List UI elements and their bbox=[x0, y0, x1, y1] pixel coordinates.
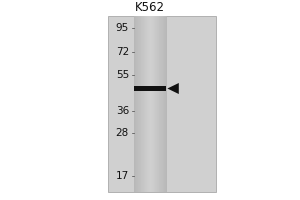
Bar bbox=[151, 16, 152, 192]
Bar bbox=[165, 16, 166, 192]
Bar bbox=[160, 16, 161, 192]
Bar bbox=[137, 16, 138, 192]
Bar bbox=[145, 16, 146, 192]
Bar bbox=[161, 16, 162, 192]
Bar bbox=[143, 16, 144, 192]
Bar bbox=[141, 16, 142, 192]
Text: 36: 36 bbox=[116, 106, 129, 116]
Bar bbox=[144, 16, 145, 192]
Bar bbox=[108, 16, 216, 192]
Bar bbox=[164, 16, 165, 192]
Bar bbox=[134, 86, 166, 91]
Text: 28: 28 bbox=[116, 128, 129, 138]
Bar bbox=[153, 16, 154, 192]
Bar bbox=[134, 16, 166, 192]
Bar bbox=[159, 16, 160, 192]
Text: 72: 72 bbox=[116, 47, 129, 57]
Text: 95: 95 bbox=[116, 23, 129, 33]
Bar bbox=[155, 16, 156, 192]
Bar bbox=[135, 16, 136, 192]
Bar bbox=[166, 16, 167, 192]
Bar bbox=[147, 16, 148, 192]
Bar bbox=[136, 16, 137, 192]
Bar bbox=[157, 16, 158, 192]
Bar bbox=[134, 16, 135, 192]
Bar bbox=[154, 16, 155, 192]
Bar bbox=[162, 16, 163, 192]
Bar bbox=[152, 16, 153, 192]
Bar bbox=[138, 16, 139, 192]
Bar bbox=[150, 16, 151, 192]
Polygon shape bbox=[167, 83, 179, 94]
Text: 55: 55 bbox=[116, 70, 129, 80]
Bar bbox=[149, 16, 150, 192]
Bar bbox=[148, 16, 149, 192]
Text: K562: K562 bbox=[135, 1, 165, 14]
Bar bbox=[156, 16, 157, 192]
Bar bbox=[142, 16, 143, 192]
Bar bbox=[140, 16, 141, 192]
Bar bbox=[158, 16, 159, 192]
Bar bbox=[146, 16, 147, 192]
Text: 17: 17 bbox=[116, 171, 129, 181]
Bar bbox=[163, 16, 164, 192]
Bar bbox=[139, 16, 140, 192]
